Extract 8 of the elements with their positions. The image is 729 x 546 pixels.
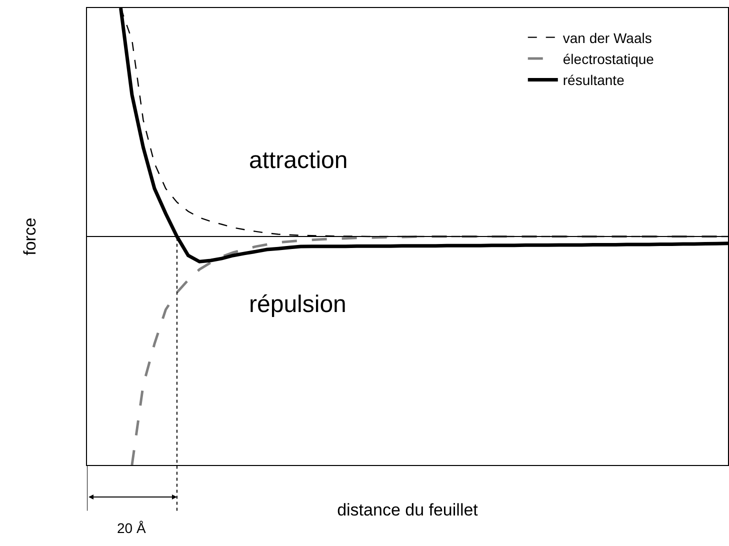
annotation: répulsion (249, 291, 346, 318)
legend-label: électrostatique (562, 50, 654, 67)
annotation: attraction (249, 147, 348, 174)
x-axis-title: distance du feuillet (337, 500, 478, 520)
legend-label: van der Waals (562, 30, 652, 46)
text: 20 Å (117, 520, 146, 536)
legend-label: résultante (562, 72, 625, 88)
y-axis-title: force (20, 218, 40, 256)
